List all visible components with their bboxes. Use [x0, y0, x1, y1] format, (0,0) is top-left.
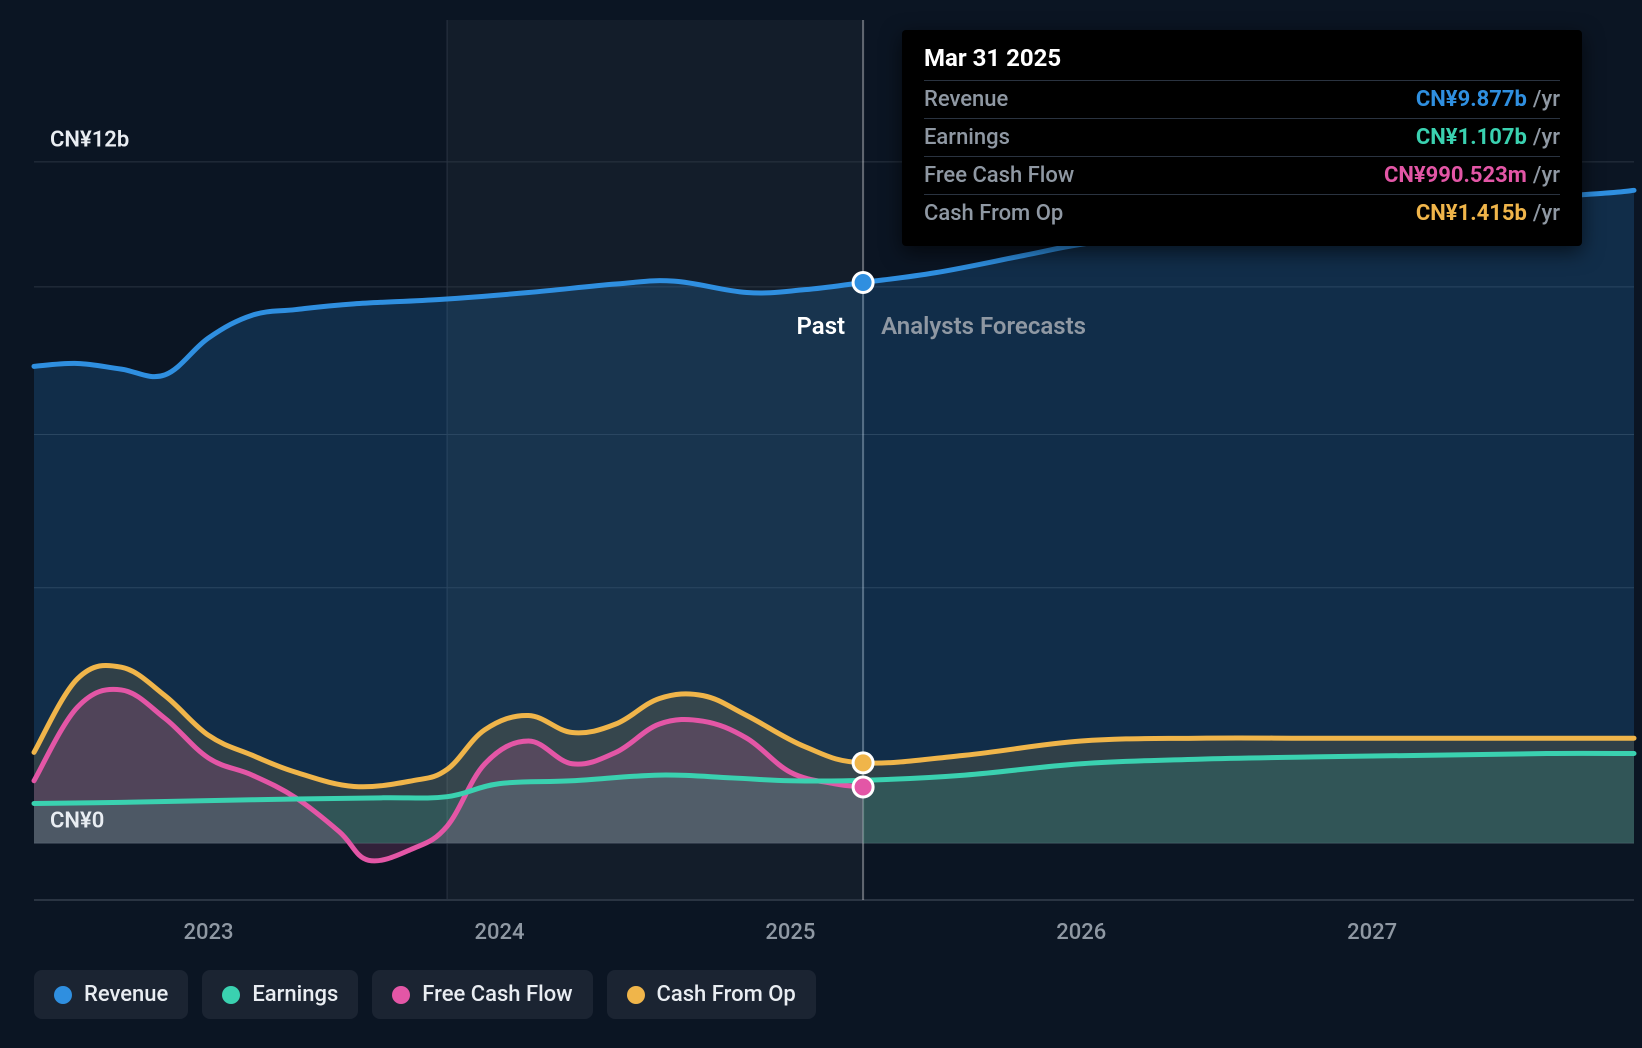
legend-item-fcf[interactable]: Free Cash Flow — [372, 970, 592, 1019]
legend-item-revenue[interactable]: Revenue — [34, 970, 188, 1019]
chart-tooltip: Mar 31 2025 Revenue CN¥9.877b/yr Earning… — [902, 30, 1582, 246]
legend-label: Cash From Op — [657, 982, 796, 1007]
tooltip-row-label: Revenue — [924, 87, 1008, 112]
legend-dot-icon — [627, 986, 645, 1004]
tooltip-row-unit: /yr — [1533, 163, 1560, 188]
tooltip-row-unit: /yr — [1533, 201, 1560, 226]
x-tick-label: 2026 — [1056, 920, 1106, 945]
tooltip-row-value: CN¥990.523m — [1384, 163, 1527, 188]
tooltip-row-revenue: Revenue CN¥9.877b/yr — [924, 80, 1560, 118]
legend-label: Free Cash Flow — [422, 982, 572, 1007]
tooltip-row-label: Cash From Op — [924, 201, 1063, 226]
tooltip-row-value: CN¥9.877b — [1416, 87, 1527, 112]
legend-label: Revenue — [84, 982, 168, 1007]
financials-chart: CN¥12b CN¥0 2023 2024 2025 2026 2027 Pas… — [0, 0, 1642, 1048]
tooltip-row-value: CN¥1.107b — [1416, 125, 1527, 150]
forecast-label: Analysts Forecasts — [881, 312, 1086, 340]
tooltip-row-unit: /yr — [1533, 125, 1560, 150]
x-tick-label: 2023 — [184, 920, 234, 945]
x-tick-label: 2024 — [474, 920, 524, 945]
tooltip-date: Mar 31 2025 — [924, 44, 1560, 80]
legend-dot-icon — [222, 986, 240, 1004]
past-label: Past — [797, 312, 846, 340]
x-tick-label: 2025 — [765, 920, 815, 945]
tooltip-row-cfo: Cash From Op CN¥1.415b/yr — [924, 194, 1560, 232]
y-tick-label: CN¥12b — [50, 127, 129, 152]
tooltip-row-unit: /yr — [1533, 87, 1560, 112]
tooltip-row-value: CN¥1.415b — [1416, 201, 1527, 226]
tooltip-row-label: Earnings — [924, 125, 1010, 150]
tooltip-row-earnings: Earnings CN¥1.107b/yr — [924, 118, 1560, 156]
legend-label: Earnings — [252, 982, 338, 1007]
tooltip-row-fcf: Free Cash Flow CN¥990.523m/yr — [924, 156, 1560, 194]
x-tick-label: 2027 — [1347, 920, 1397, 945]
tooltip-row-label: Free Cash Flow — [924, 163, 1074, 188]
legend-item-earnings[interactable]: Earnings — [202, 970, 358, 1019]
y-tick-label: CN¥0 — [50, 809, 104, 834]
chart-legend: Revenue Earnings Free Cash Flow Cash Fro… — [34, 970, 816, 1019]
legend-dot-icon — [392, 986, 410, 1004]
legend-item-cfo[interactable]: Cash From Op — [607, 970, 816, 1019]
legend-dot-icon — [54, 986, 72, 1004]
